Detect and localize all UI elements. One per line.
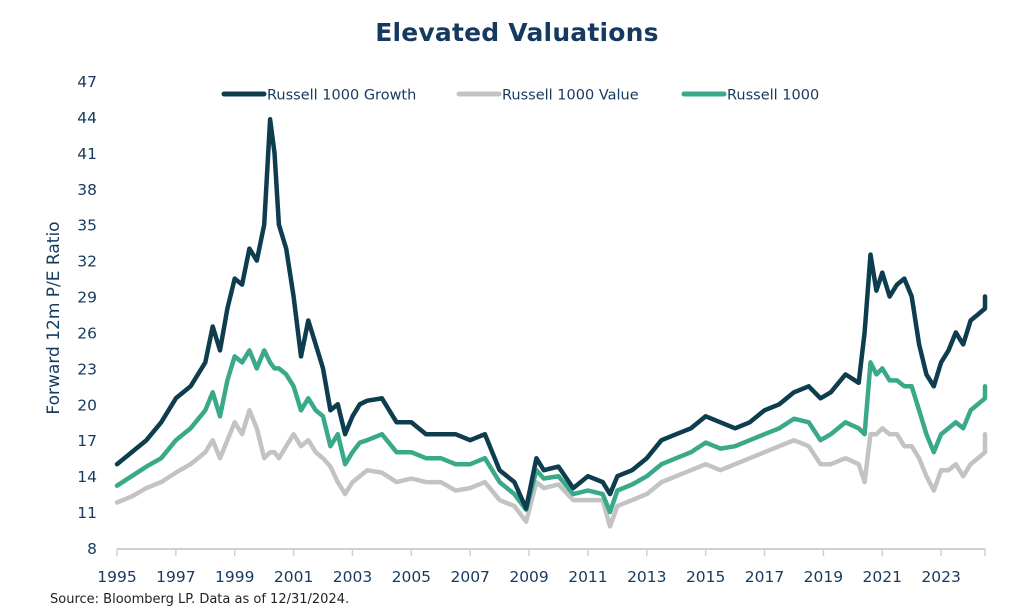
x-tick-label: 2011 <box>568 568 607 586</box>
y-tick-label: 38 <box>77 181 97 199</box>
y-tick-label: 26 <box>77 324 97 342</box>
x-tick-label: 1997 <box>156 568 195 586</box>
y-axis: 8 11 14 17 20 23 26 29 32 35 38 41 44 47 <box>77 73 97 558</box>
y-tick-label: 41 <box>77 145 97 163</box>
y-axis-title: Forward 12m P/E Ratio <box>44 221 64 414</box>
x-tick-label: 1995 <box>97 568 136 586</box>
y-tick-label: 17 <box>77 432 97 450</box>
series-line-russell-1000-growth <box>114 117 988 511</box>
x-tick-label: 2015 <box>686 568 725 586</box>
x-tick-label: 2019 <box>804 568 843 586</box>
y-tick-label: 8 <box>87 540 97 558</box>
x-tick-label: 2009 <box>509 568 548 586</box>
x-tick-label: 2017 <box>745 568 784 586</box>
y-tick-label: 44 <box>77 109 97 127</box>
legend: Russell 1000 Growth Russell 1000 Value Rus… <box>221 88 819 104</box>
x-axis: 1995 1997 1999 2001 2003 2005 2007 2009 2011 2013… <box>97 548 986 586</box>
y-tick-label: 32 <box>77 253 97 271</box>
legend-label: Russell 1000 Value <box>502 88 639 104</box>
series-line-russell-1000-value <box>114 408 988 529</box>
y-tick-label: 35 <box>77 217 97 235</box>
y-tick-label: 14 <box>77 468 97 486</box>
x-tick-label: 2003 <box>333 568 372 586</box>
y-tick-label: 23 <box>77 360 97 378</box>
series-line-russell-1000 <box>114 348 988 515</box>
x-tick-label: 2023 <box>921 568 960 586</box>
x-tick-label: 2021 <box>863 568 902 586</box>
y-tick-label: 20 <box>77 396 97 414</box>
x-tick-label: 2005 <box>392 568 431 586</box>
chart-title: Elevated Valuations <box>375 18 659 47</box>
legend-label: Russell 1000 Growth <box>267 88 416 104</box>
x-tick-label: 2001 <box>274 568 313 586</box>
y-tick-label: 47 <box>77 73 97 91</box>
x-tick-label: 1999 <box>215 568 254 586</box>
source-note: Source: Bloomberg LP. Data as of 12/31/2… <box>50 592 350 607</box>
x-tick-label: 2013 <box>627 568 666 586</box>
y-tick-label: 11 <box>77 504 97 522</box>
x-tick-label: 2007 <box>450 568 489 586</box>
y-tick-label: 29 <box>77 289 97 307</box>
series-lines <box>114 117 988 529</box>
legend-label: Russell 1000 <box>727 88 819 104</box>
